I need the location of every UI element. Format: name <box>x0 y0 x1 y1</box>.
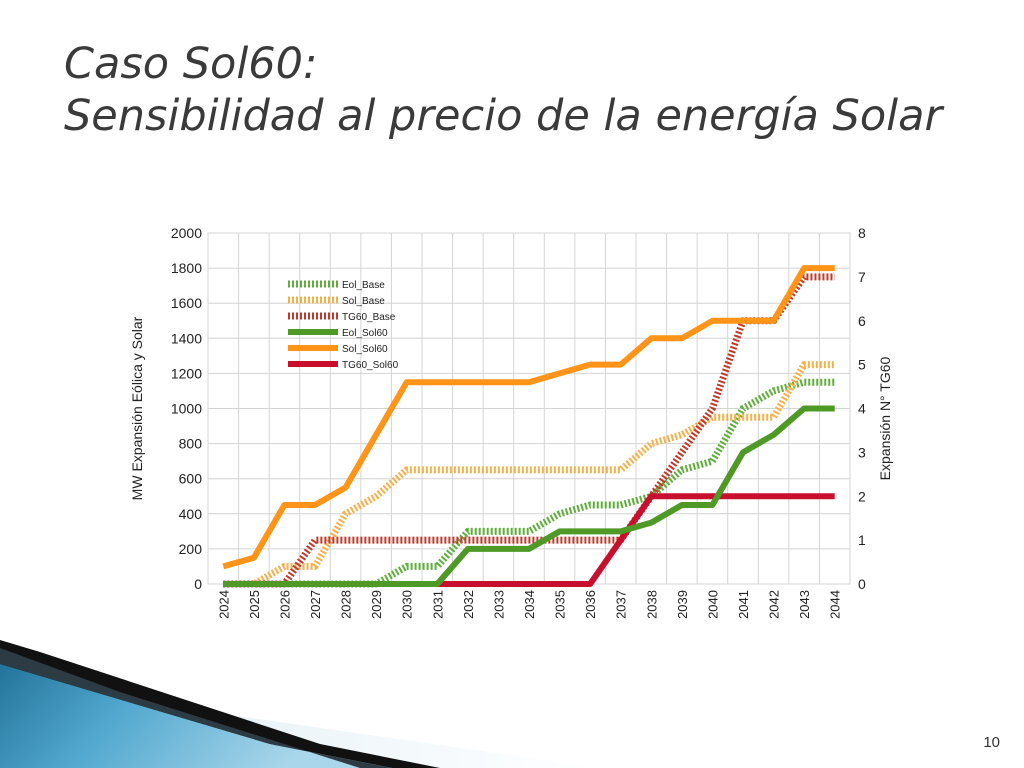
x-tick-label-9: 2033 <box>491 590 506 619</box>
legend-label-1: Sol_Base <box>342 296 385 307</box>
expansion-line-chart: 0 200 400 600 800 1000 1200 1400 1600 1800 2000 0 1 2… <box>129 225 893 619</box>
x-tick-label-2: 2026 <box>277 590 292 619</box>
x-tick-label-0: 2024 <box>216 590 231 619</box>
x-tick-label-12: 2036 <box>583 590 598 619</box>
x-tick-label-7: 2031 <box>430 590 445 619</box>
legend-label-5: TG60_Sol60 <box>342 360 399 371</box>
x-tick-label-1: 2025 <box>247 590 262 619</box>
y-tick-label-10: 2000 <box>171 225 202 241</box>
x-tick-label-10: 2034 <box>522 590 537 619</box>
y2-tick-label-5: 5 <box>858 357 866 373</box>
x-tick-label-19: 2043 <box>797 590 812 619</box>
x-tick-label-5: 2029 <box>369 590 384 619</box>
y-tick-label-7: 1400 <box>171 330 202 346</box>
y2-tick-label-3: 3 <box>858 444 866 460</box>
x-tick-label-4: 2028 <box>339 590 354 619</box>
y2-tick-label-6: 6 <box>858 313 866 329</box>
y-tick-label-2: 400 <box>179 506 203 522</box>
y2-tick-label-8: 8 <box>858 225 866 241</box>
x-tick-label-13: 2037 <box>614 590 629 619</box>
slide-title-line-2: Sensibilidad al precio de la energía Sol… <box>64 91 943 141</box>
x-tick-label-16: 2040 <box>705 590 720 619</box>
y2-tick-label-7: 7 <box>858 269 866 285</box>
x-tick-label-6: 2030 <box>400 590 415 619</box>
legend-label-3: Eol_Sol60 <box>342 328 388 339</box>
y2-tick-label-2: 2 <box>858 488 866 504</box>
legend-label-4: Sol_Sol60 <box>342 344 388 355</box>
series-line-eol-sol60 <box>223 405 835 587</box>
x-tick-label-8: 2032 <box>461 590 476 619</box>
page-number: 10 <box>983 734 1000 751</box>
y-tick-label-6: 1200 <box>171 365 202 381</box>
y2-tick-label-4: 4 <box>858 401 866 417</box>
y-tick-label-0: 0 <box>194 576 202 592</box>
slide-title-line-1: Caso Sol60: <box>64 39 318 89</box>
x-tick-label-14: 2038 <box>644 590 659 619</box>
y-tick-label-4: 800 <box>179 436 203 452</box>
series-line-sol-sol60 <box>222 265 835 570</box>
series-line-tg60-base <box>223 273 835 588</box>
x-tick-label-20: 2044 <box>828 590 843 619</box>
y-tick-label-1: 200 <box>179 541 203 557</box>
x-tick-label-3: 2027 <box>308 590 323 619</box>
y-tick-label-3: 600 <box>179 471 203 487</box>
y-axis-label: MW Expansión Eólica y Solar <box>129 316 145 500</box>
y2-tick-label-1: 1 <box>858 532 866 548</box>
decorative-swoosh <box>0 640 600 768</box>
y-tick-label-5: 1000 <box>171 401 202 417</box>
legend-label-2: TG60_Base <box>342 312 396 323</box>
y-tick-label-8: 1600 <box>171 295 202 311</box>
slide-title: Caso Sol60: Sensibilidad al precio de la… <box>64 38 942 142</box>
x-tick-label-15: 2039 <box>675 590 690 619</box>
y2-axis-label: Expansión N° TG60 <box>877 356 893 480</box>
x-tick-label-11: 2035 <box>553 590 568 619</box>
y2-tick-label-0: 0 <box>858 576 866 592</box>
y-tick-label-9: 1800 <box>171 260 202 276</box>
x-tick-label-17: 2041 <box>736 590 751 619</box>
x-tick-label-18: 2042 <box>767 590 782 619</box>
series-line-sol-base <box>223 361 835 588</box>
legend-label-0: Eol_Base <box>342 280 385 291</box>
